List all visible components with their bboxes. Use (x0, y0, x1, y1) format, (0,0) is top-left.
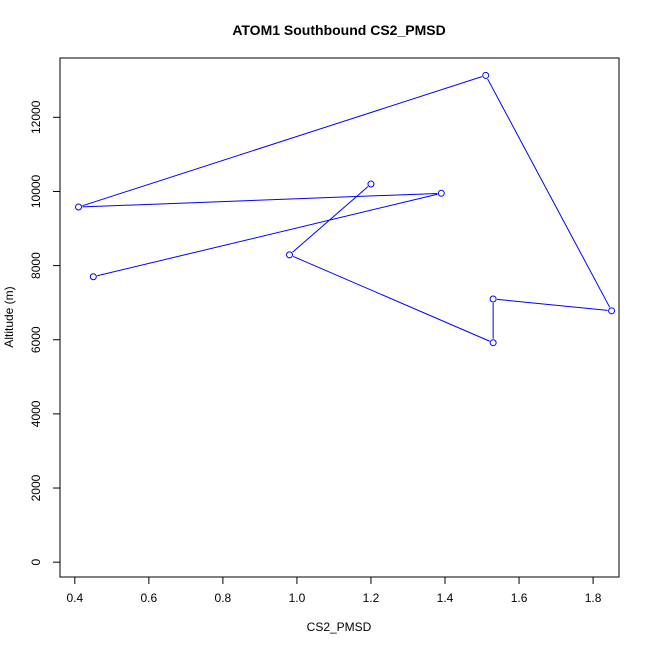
x-tick-label: 0.4 (66, 591, 83, 605)
data-point (75, 203, 83, 211)
x-tick-label: 1.8 (585, 591, 602, 605)
data-point (608, 307, 616, 315)
series-segment (82, 76, 483, 207)
x-tick-label: 1.4 (437, 591, 454, 605)
series-segment (487, 78, 611, 308)
data-point (482, 71, 490, 79)
series-segment (82, 192, 438, 208)
x-tick-label: 1.2 (363, 591, 380, 605)
x-tick-label: 1.0 (289, 591, 306, 605)
x-tick-label: 1.6 (511, 591, 528, 605)
chart-title: ATOM1 Southbound CS2_PMSD (232, 22, 445, 38)
x-axis: 0.4 0.6 0.8 1.0 1.2 1.4 1.6 1.8 (66, 576, 602, 605)
data-point (89, 273, 97, 281)
data-point (437, 189, 445, 197)
y-tick-label: 4000 (29, 400, 43, 427)
y-tick-label: 0 (29, 559, 43, 566)
data-point (286, 251, 294, 259)
y-tick-label: 6000 (29, 326, 43, 353)
data-point (489, 339, 497, 347)
series-segment (497, 298, 608, 311)
data-point (367, 180, 375, 188)
y-axis: 0 2000 4000 6000 8000 10000 12000 (29, 100, 61, 566)
x-axis-label: CS2_PMSD (307, 620, 372, 634)
series-segment (292, 186, 369, 253)
y-tick-label: 12000 (29, 100, 43, 134)
x-tick-label: 0.8 (215, 591, 232, 605)
series-layer (75, 71, 616, 347)
y-tick-label: 10000 (29, 174, 43, 208)
x-tick-label: 0.6 (141, 591, 158, 605)
y-tick-label: 8000 (29, 252, 43, 279)
data-point (489, 295, 497, 303)
series-segment (97, 193, 438, 277)
y-axis-label: Altitude (m) (2, 286, 16, 347)
series-segment (292, 255, 490, 342)
y-tick-label: 2000 (29, 474, 43, 501)
